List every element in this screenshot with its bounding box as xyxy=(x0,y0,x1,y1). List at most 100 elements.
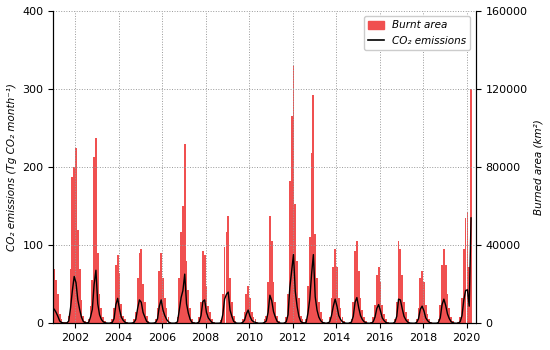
Bar xyxy=(342,317,343,323)
Bar xyxy=(235,321,236,323)
Bar xyxy=(73,167,75,323)
Bar xyxy=(376,274,378,323)
Bar xyxy=(445,265,447,323)
Bar xyxy=(120,304,122,323)
Bar xyxy=(294,204,296,323)
Bar xyxy=(117,255,119,323)
Bar xyxy=(271,241,273,323)
Bar xyxy=(372,317,374,323)
Bar xyxy=(162,279,164,323)
Bar xyxy=(293,65,294,323)
Bar xyxy=(256,322,258,323)
Bar xyxy=(343,321,345,323)
Bar xyxy=(416,320,417,323)
Bar xyxy=(98,294,101,323)
Bar xyxy=(91,280,93,323)
Bar xyxy=(287,294,289,323)
Bar xyxy=(349,322,350,323)
Bar xyxy=(318,302,320,323)
Bar xyxy=(158,271,160,323)
Bar xyxy=(340,308,342,323)
Bar xyxy=(104,321,106,323)
Bar xyxy=(213,322,214,323)
Bar xyxy=(327,322,329,323)
Bar xyxy=(169,322,171,323)
Bar xyxy=(307,286,309,323)
Bar xyxy=(267,282,269,323)
Bar xyxy=(233,315,234,323)
Bar xyxy=(301,320,304,323)
Bar xyxy=(425,305,427,323)
Bar xyxy=(242,320,244,323)
Bar xyxy=(53,269,55,323)
Bar xyxy=(305,320,307,323)
Y-axis label: Burned area (km²): Burned area (km²) xyxy=(533,119,543,215)
Bar xyxy=(211,320,213,323)
Bar xyxy=(470,89,472,323)
Bar xyxy=(448,308,450,323)
Bar xyxy=(193,322,195,323)
Bar xyxy=(139,253,140,323)
Bar xyxy=(68,315,70,323)
Bar xyxy=(447,294,448,323)
Bar xyxy=(200,302,202,323)
Bar xyxy=(75,148,77,323)
Bar xyxy=(70,269,72,323)
Bar xyxy=(273,282,274,323)
Bar xyxy=(231,302,233,323)
Bar xyxy=(255,320,256,323)
Bar xyxy=(278,321,280,323)
Bar xyxy=(458,322,459,323)
Bar xyxy=(175,322,177,323)
Bar xyxy=(383,314,385,323)
Bar xyxy=(417,308,420,323)
Bar xyxy=(323,322,325,323)
Bar xyxy=(220,320,222,323)
Bar xyxy=(184,144,186,323)
Bar xyxy=(180,232,182,323)
Bar xyxy=(72,177,73,323)
Bar xyxy=(135,312,137,323)
Bar xyxy=(97,253,98,323)
Bar xyxy=(285,317,287,323)
Bar xyxy=(177,317,178,323)
Bar xyxy=(62,322,64,323)
Bar xyxy=(439,305,441,323)
Bar xyxy=(465,218,466,323)
Bar xyxy=(248,286,249,323)
Bar xyxy=(137,279,139,323)
Bar xyxy=(322,320,323,323)
Bar xyxy=(64,322,66,323)
Bar xyxy=(95,138,97,323)
Bar xyxy=(312,95,314,323)
Bar xyxy=(363,317,365,323)
Bar xyxy=(142,284,144,323)
Bar xyxy=(227,216,229,323)
Bar xyxy=(405,312,406,323)
Bar xyxy=(374,305,376,323)
Bar xyxy=(371,322,372,323)
Bar xyxy=(430,322,432,323)
Bar xyxy=(164,298,166,323)
Bar xyxy=(443,249,445,323)
Bar xyxy=(144,302,146,323)
Bar xyxy=(304,322,305,323)
Bar xyxy=(226,232,227,323)
Bar xyxy=(420,279,421,323)
Bar xyxy=(394,319,396,323)
Bar xyxy=(365,321,367,323)
Bar xyxy=(191,320,193,323)
Bar xyxy=(356,241,358,323)
Bar xyxy=(361,310,363,323)
Legend: Burnt area, CO₂ emissions: Burnt area, CO₂ emissions xyxy=(364,16,470,50)
Bar xyxy=(266,315,267,323)
Bar xyxy=(469,267,470,323)
Bar xyxy=(428,320,430,323)
Bar xyxy=(224,247,226,323)
Bar xyxy=(94,158,95,323)
Bar xyxy=(251,312,252,323)
Bar xyxy=(113,308,115,323)
Bar xyxy=(160,253,162,323)
Bar xyxy=(381,305,383,323)
Bar xyxy=(291,117,293,323)
